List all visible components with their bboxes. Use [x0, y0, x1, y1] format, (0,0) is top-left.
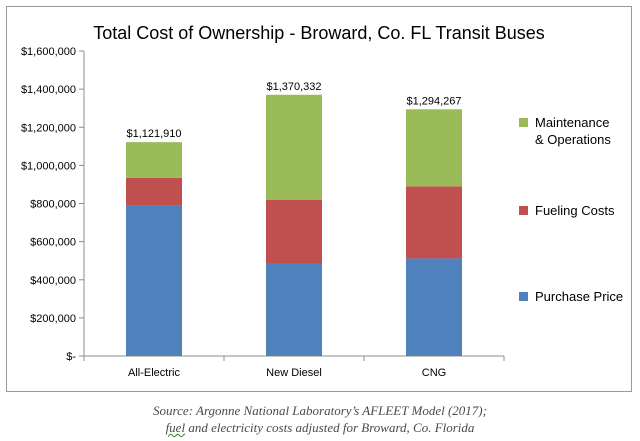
bar-segment-maintenance-operations — [126, 142, 182, 178]
category-label: CNG — [422, 367, 446, 379]
y-tick-label: $1,200,000 — [21, 122, 76, 134]
category-label: All-Electric — [128, 367, 180, 379]
bars — [126, 94, 462, 356]
category-label: New Diesel — [266, 367, 322, 379]
bar-segment-purchase-price — [266, 263, 322, 356]
legend: Maintenance & Operations Fueling Costs Purc… — [519, 115, 623, 304]
y-tick-label: $200,000 — [30, 313, 76, 325]
bar-segment-fueling-costs — [266, 199, 322, 264]
source-note-fuel-word: fuel — [165, 420, 186, 435]
y-tick-label: $800,000 — [30, 199, 76, 211]
bar-segment-maintenance-operations — [406, 109, 462, 187]
legend-label: Purchase Price — [535, 289, 623, 304]
y-tick-label: $1,400,000 — [21, 84, 76, 96]
y-tick-label: $1,600,000 — [21, 46, 76, 58]
legend-swatch — [519, 118, 528, 127]
y-tick-label: $- — [66, 351, 76, 363]
y-tick-label: $400,000 — [30, 275, 76, 287]
bar-segment-purchase-price — [406, 258, 462, 356]
source-note-line1: Source: Argonne National Laboratory’s AF… — [153, 403, 487, 418]
total-label: $1,121,910 — [126, 128, 181, 140]
total-label: $1,294,267 — [406, 95, 461, 107]
y-tick-label: $600,000 — [30, 237, 76, 249]
source-note-line2: fuel and electricity costs adjusted for … — [0, 419, 640, 436]
legend-label: Fueling Costs — [535, 203, 615, 218]
bar-segment-maintenance-operations — [266, 94, 322, 200]
bar-segment-purchase-price — [126, 205, 182, 356]
y-tick-label: $1,000,000 — [21, 160, 76, 172]
bar-segment-fueling-costs — [406, 186, 462, 259]
legend-swatch — [519, 206, 528, 215]
legend-swatch — [519, 292, 528, 301]
bar-segment-fueling-costs — [126, 177, 182, 206]
labels: $1,121,910 All-Electric $1,370,332 New Dies… — [126, 81, 461, 379]
chart-title: Total Cost of Ownership - Broward, Co. F… — [93, 23, 545, 43]
source-note-line2-rest: and electricity costs adjusted for Browa… — [185, 420, 475, 435]
total-label: $1,370,332 — [266, 81, 321, 93]
legend-label: Maintenance — [535, 115, 609, 130]
stacked-bar-chart: Total Cost of Ownership - Broward, Co. F… — [21, 23, 623, 379]
legend-label: & Operations — [535, 132, 611, 147]
